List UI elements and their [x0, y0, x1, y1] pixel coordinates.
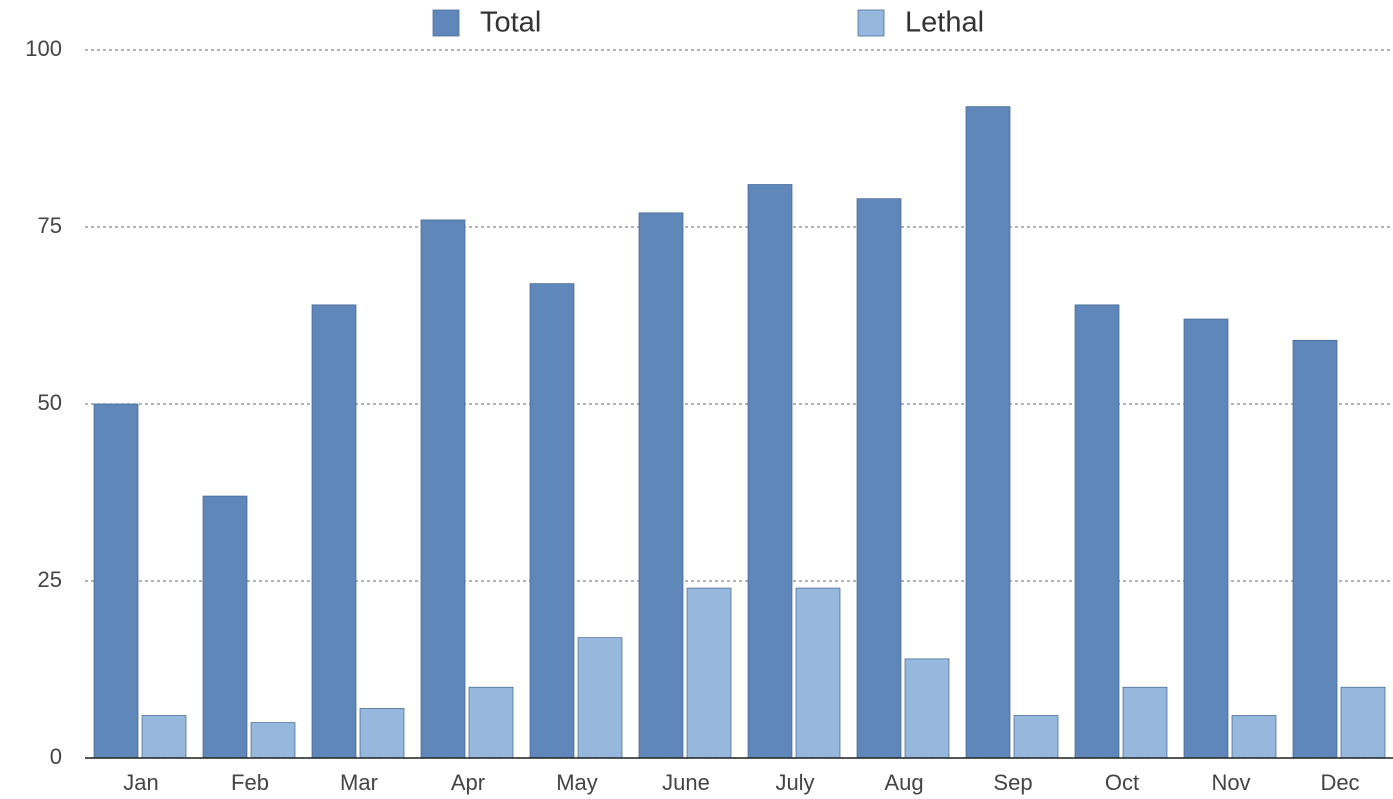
legend-swatch — [432, 9, 460, 37]
bar — [638, 212, 684, 759]
x-tick-label: Feb — [231, 770, 269, 795]
bar — [1013, 715, 1059, 759]
bar — [1074, 304, 1120, 759]
bar — [1122, 686, 1168, 759]
bar — [359, 708, 405, 759]
bar — [250, 722, 296, 759]
legend-label: Total — [480, 7, 541, 39]
bar — [311, 304, 357, 759]
x-tick-label: Apr — [451, 770, 485, 795]
x-tick-label: May — [556, 770, 598, 795]
bar — [965, 106, 1011, 759]
bar — [1231, 715, 1277, 759]
bar — [856, 198, 902, 759]
y-tick-label: 25 — [38, 567, 62, 592]
x-tick-label: Jan — [123, 770, 158, 795]
bar — [529, 283, 575, 759]
bar — [202, 495, 248, 759]
bar — [468, 686, 514, 759]
x-tick-label: Oct — [1105, 770, 1139, 795]
x-tick-label: June — [662, 770, 710, 795]
bar — [1183, 318, 1229, 759]
bar — [141, 715, 187, 759]
bar — [577, 637, 623, 759]
x-tick-label: Aug — [884, 770, 923, 795]
y-tick-label: 75 — [38, 213, 62, 238]
x-tick-label: Sep — [993, 770, 1032, 795]
bar — [686, 587, 732, 759]
y-tick-label: 50 — [38, 390, 62, 415]
x-tick-label: Mar — [340, 770, 378, 795]
y-tick-label: 0 — [50, 744, 62, 769]
bar — [1340, 686, 1386, 759]
bar — [747, 184, 793, 759]
bar — [420, 219, 466, 759]
bar — [795, 587, 841, 759]
bar — [904, 658, 950, 759]
x-tick-label: July — [775, 770, 814, 795]
x-tick-label: Dec — [1320, 770, 1359, 795]
x-tick-label: Nov — [1211, 770, 1250, 795]
bar — [93, 403, 139, 759]
y-tick-label: 100 — [25, 36, 62, 61]
legend-label: Lethal — [905, 7, 984, 39]
legend-swatch — [857, 9, 885, 37]
bar — [1292, 339, 1338, 759]
